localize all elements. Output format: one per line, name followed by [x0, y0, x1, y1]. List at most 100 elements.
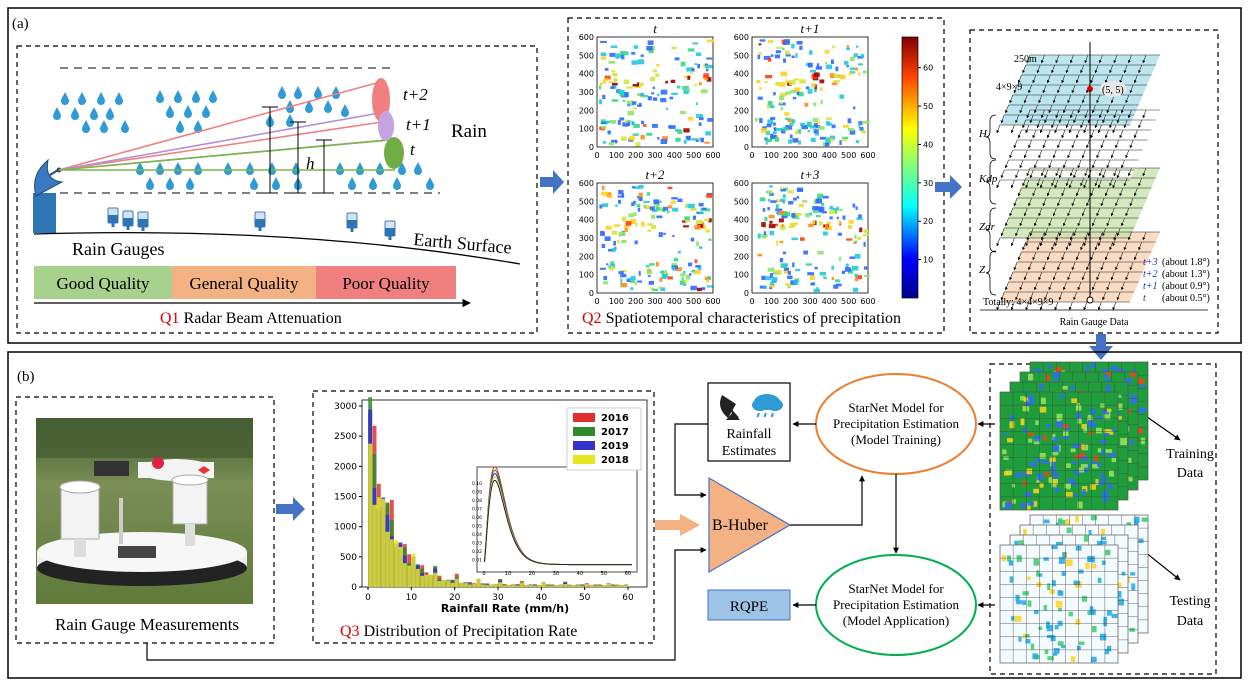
radar-echo-cell: [812, 117, 819, 122]
radar-echo-cell: [833, 284, 839, 289]
radar-echo-cell: [695, 220, 703, 224]
totally-label: Totally: 4×4×9×9: [983, 297, 1053, 308]
grid-arrow: [1142, 231, 1147, 241]
data-cell: [1087, 417, 1093, 422]
histogram-bar: [619, 584, 624, 587]
radar-map-2: t+2 00 100 100 200 200 300 300 400 400 500 500 600 60…: [579, 167, 721, 306]
y-tick-label: 200: [579, 252, 594, 261]
histogram-bar: [368, 443, 373, 587]
grid-arrow: [1000, 114, 1005, 124]
grid-arrow: [1042, 197, 1047, 207]
rain-drop-icon: [146, 177, 154, 190]
data-cell: [1039, 406, 1047, 413]
histogram-bar: [502, 585, 507, 587]
legend-swatch: [573, 455, 595, 464]
layer-label: Zdr: [979, 221, 996, 233]
histogram-bar: [550, 585, 555, 587]
grid-arrow: [1044, 114, 1048, 124]
radar-echo-cell: [640, 54, 644, 57]
grid-arrow: [1065, 119, 1070, 129]
grid-arrow: [1028, 84, 1032, 94]
radar-echo-cell: [671, 46, 677, 50]
grid-arrow: [1044, 169, 1048, 179]
data-cell: [1088, 529, 1092, 536]
grid-arrow: [1029, 114, 1034, 124]
radar-echo-cell: [640, 134, 645, 140]
radar-echo-cell: [823, 276, 827, 280]
y-tick-label: 500: [734, 197, 749, 206]
radar-echo-cell: [773, 127, 777, 130]
radar-echo-cell: [763, 286, 767, 289]
grid-arrow: [1115, 139, 1119, 149]
radar-echo-cell: [639, 197, 643, 202]
x-tick-label: 400: [822, 297, 837, 306]
x-tick-label: 100: [609, 151, 624, 160]
radar-echo-cell: [648, 48, 654, 54]
radar-echo-cell: [601, 185, 605, 190]
radar-echo-cell: [759, 197, 766, 202]
rain-drop-icon: [174, 162, 182, 175]
radar-echo-cell: [652, 288, 659, 292]
x-tick-label: 100: [764, 297, 779, 306]
radar-echo-cell: [764, 216, 768, 222]
radar-echo-cell: [783, 211, 791, 217]
radar-echo-cell: [815, 215, 821, 218]
inset-x-tick-label: 20: [529, 571, 535, 577]
histogram-bar: [615, 585, 620, 587]
grid-arrow: [1106, 159, 1111, 169]
histogram-bar: [407, 565, 412, 587]
rqpe-box: [707, 589, 791, 621]
data-cell: [1043, 605, 1048, 611]
radar-echo-cell: [617, 195, 624, 198]
panel-b-border: [7, 351, 1242, 679]
grid-arrow: [1099, 54, 1103, 64]
grid-arrow: [1039, 301, 1044, 311]
y-tick-label: 0: [744, 143, 749, 152]
radar-echo-cell: [652, 69, 657, 73]
grid-arrow: [996, 301, 1001, 311]
data-cell: [1015, 472, 1023, 478]
radar-echo-cell: [610, 86, 615, 90]
x-tick-label: 500: [841, 151, 856, 160]
grid-arrow: [1112, 301, 1117, 311]
data-cell: [1061, 571, 1066, 577]
histogram-bar: [528, 585, 533, 587]
radar-echo-cell: [767, 57, 772, 62]
data-cell: [1116, 394, 1122, 398]
rain-drop-icon: [314, 86, 322, 99]
radar-echo-cell: [606, 192, 612, 198]
histogram-bar: [597, 585, 602, 587]
radar-echo-cell: [689, 273, 692, 276]
data-cell: [1053, 372, 1058, 377]
radar-echo-cell: [855, 276, 859, 282]
grid-arrow: [1061, 74, 1066, 84]
data-cell: [1101, 536, 1107, 541]
data-cell: [1051, 451, 1059, 456]
colorbar-tick-label: 10: [923, 256, 933, 265]
layer-brace: [985, 159, 997, 205]
layer-label: Kdp: [978, 173, 998, 185]
target-point: [1087, 86, 1093, 92]
radar-echo-cell: [796, 187, 804, 192]
radar-echo-cell: [835, 209, 838, 214]
radar-echo-cell: [804, 213, 811, 218]
data-cell: [1103, 412, 1111, 420]
radar-echo-cell: [799, 237, 805, 241]
data-cell: [1065, 427, 1071, 431]
radar-echo-cell: [815, 121, 821, 124]
grid-arrow: [1081, 271, 1086, 281]
radar-echo-cell: [778, 210, 785, 215]
data-cell: [1057, 620, 1063, 627]
grid-arrow: [1042, 139, 1047, 149]
data-cell: [1023, 427, 1028, 434]
radar-echo-cell: [687, 262, 693, 267]
data-cell: [1053, 472, 1059, 479]
radar-echo-cell: [653, 203, 661, 207]
radar-echo-cell: [647, 223, 654, 226]
radar-echo-cell: [683, 139, 687, 144]
radar-echo-cell: [858, 121, 863, 125]
rainfall-estimates-line1: Rainfall: [726, 427, 771, 442]
colorbar-tick-label: 20: [923, 217, 933, 226]
grid-arrow: [1029, 169, 1034, 179]
grid-arrow: [996, 179, 1001, 189]
